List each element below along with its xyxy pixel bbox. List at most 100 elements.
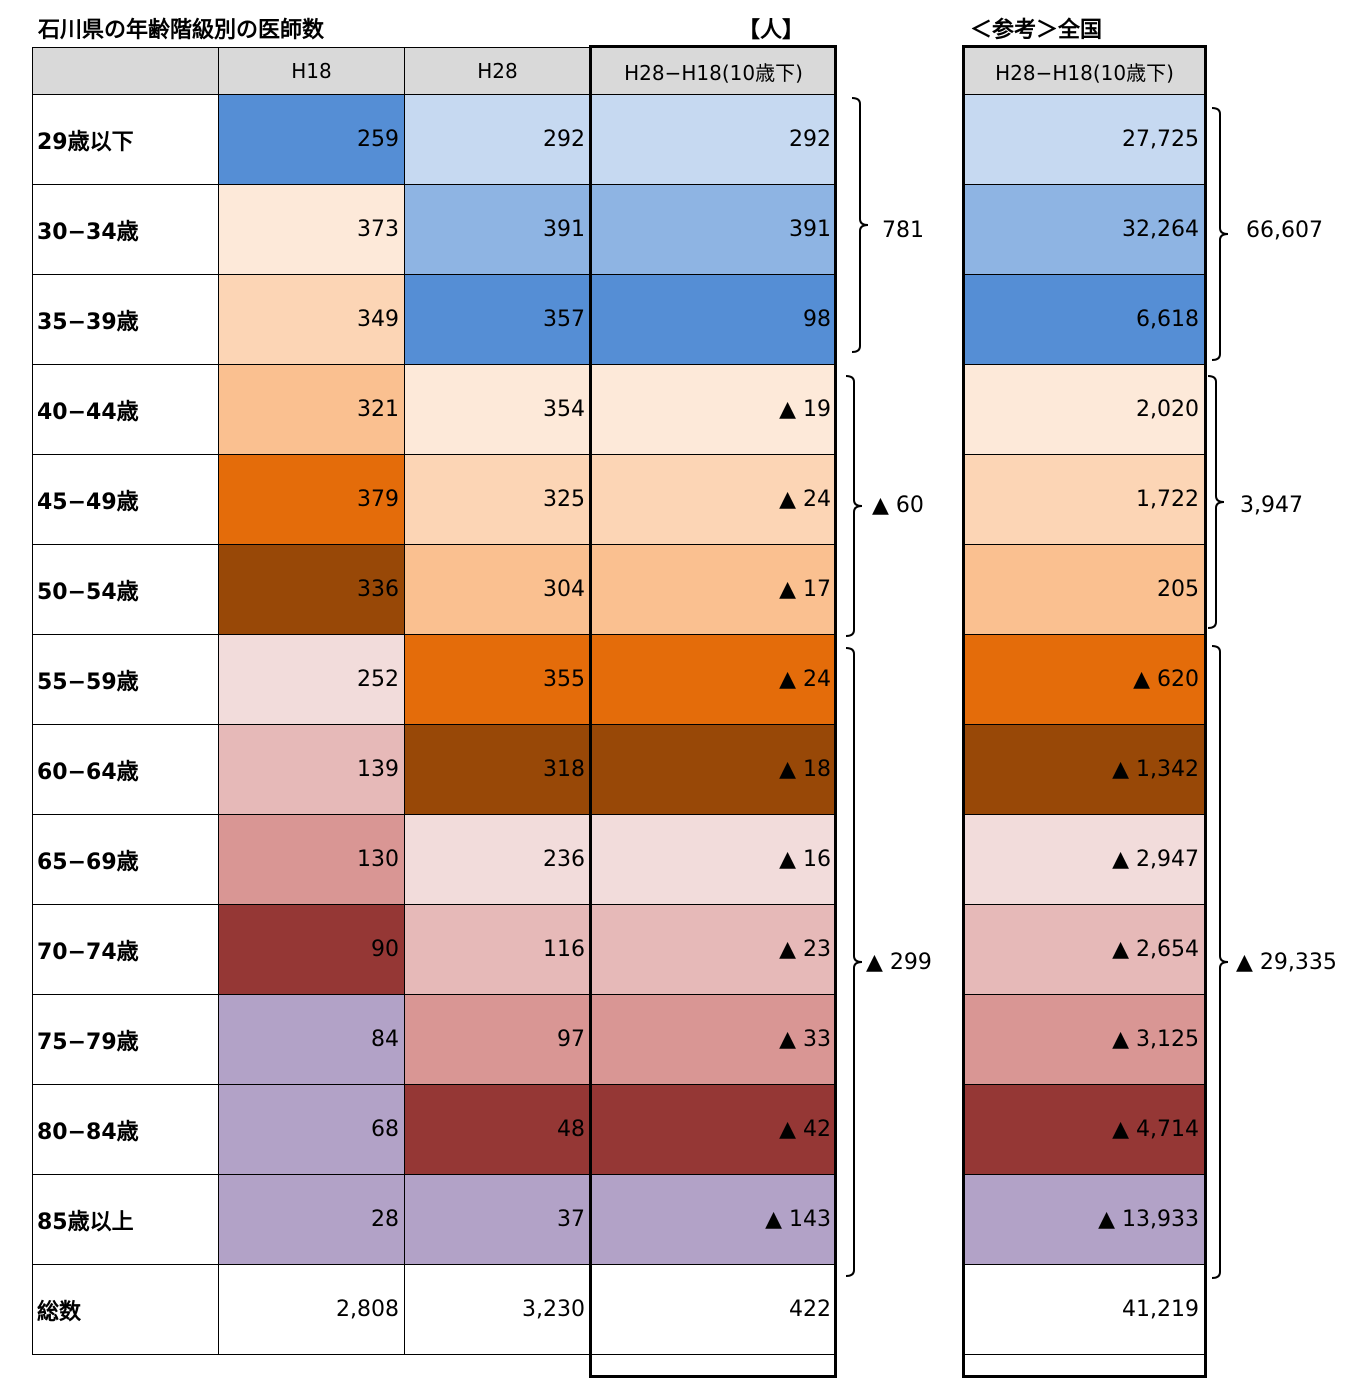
row-label: 総数: [32, 1264, 219, 1355]
header-row: H18 H28 H28−H18(10歳下): [32, 47, 837, 95]
table-row: 27,725: [964, 94, 1205, 185]
row-label: 55−59歳: [32, 634, 219, 725]
cell-national-diff: ▲ 620: [964, 634, 1205, 725]
cell-diff: ▲ 16: [590, 814, 837, 905]
cell-diff: ▲ 42: [590, 1084, 837, 1175]
national-brace-senior: [1211, 645, 1229, 1279]
cell-national-diff: 2,020: [964, 364, 1205, 455]
table-row: ▲ 2,654: [964, 904, 1205, 995]
table-row: 45−49歳 379 325 ▲ 24: [32, 454, 837, 545]
row-label: 40−44歳: [32, 364, 219, 455]
table-row: 50−54歳 336 304 ▲ 17: [32, 544, 837, 635]
table-row: 70−74歳 90 116 ▲ 23: [32, 904, 837, 995]
row-label: 70−74歳: [32, 904, 219, 995]
table-row: 205: [964, 544, 1205, 635]
table-row: ▲ 13,933: [964, 1174, 1205, 1265]
table-row: ▲ 3,125: [964, 994, 1205, 1085]
cell-h18: 28: [218, 1174, 405, 1265]
cell-h18: 90: [218, 904, 405, 995]
cell-diff: 98: [590, 274, 837, 365]
national-group-total-senior: ▲ 29,335: [1236, 950, 1337, 975]
cell-national-diff: ▲ 2,654: [964, 904, 1205, 995]
cell-h28: 48: [404, 1084, 591, 1175]
table-row: 85歳以上 28 37 ▲ 143: [32, 1174, 837, 1265]
national-brace-middle: [1207, 375, 1225, 629]
cell-diff: ▲ 143: [590, 1174, 837, 1265]
cell-h18: 336: [218, 544, 405, 635]
cell-h18: 139: [218, 724, 405, 815]
cell-h28: 318: [404, 724, 591, 815]
ishikawa-table: H18 H28 H28−H18(10歳下) 29歳以下 259 292 292 30−3…: [32, 47, 837, 1355]
cell-h18: 321: [218, 364, 405, 455]
cell-national-diff: 205: [964, 544, 1205, 635]
cell-national-diff: 32,264: [964, 184, 1205, 275]
group-total-young: 781: [882, 218, 924, 243]
brace-young: [851, 97, 869, 353]
group-total-middle: ▲ 60: [872, 493, 924, 518]
table-row: 29歳以下 259 292 292: [32, 94, 837, 185]
cell-h18: 373: [218, 184, 405, 275]
table-row: ▲ 620: [964, 634, 1205, 725]
reference-title: ＜参考＞全国: [970, 18, 1103, 43]
cell-h28: 355: [404, 634, 591, 725]
table-row: ▲ 2,947: [964, 814, 1205, 905]
cell-diff: ▲ 33: [590, 994, 837, 1085]
row-label: 80−84歳: [32, 1084, 219, 1175]
cell-h18: 68: [218, 1084, 405, 1175]
row-label: 45−49歳: [32, 454, 219, 545]
table-row: 80−84歳 68 48 ▲ 42: [32, 1084, 837, 1175]
table-row: 60−64歳 139 318 ▲ 18: [32, 724, 837, 815]
table-row: 35−39歳 349 357 98: [32, 274, 837, 365]
table-row: 1,722: [964, 454, 1205, 545]
national-group-total-middle: 3,947: [1240, 493, 1303, 518]
table-row: 75−79歳 84 97 ▲ 33: [32, 994, 837, 1085]
row-label: 35−39歳: [32, 274, 219, 365]
table-row: ▲ 1,342: [964, 724, 1205, 815]
row-label: 50−54歳: [32, 544, 219, 635]
table-row: 2,020: [964, 364, 1205, 455]
national-table: H28−H18(10歳下) 27,725 32,264 6,618 2,020 1,72…: [964, 47, 1205, 1355]
cell-h28: 325: [404, 454, 591, 545]
cell-national-diff: 27,725: [964, 94, 1205, 185]
brace-middle: [845, 375, 863, 637]
row-label: 85歳以上: [32, 1174, 219, 1265]
table-row: 32,264: [964, 184, 1205, 275]
cell-h18: 130: [218, 814, 405, 905]
table-row: 55−59歳 252 355 ▲ 24: [32, 634, 837, 725]
row-label: 60−64歳: [32, 724, 219, 815]
cell-h28: 3,230: [404, 1264, 591, 1355]
cell-diff: ▲ 24: [590, 634, 837, 725]
cell-h28: 357: [404, 274, 591, 365]
brace-senior: [845, 647, 863, 1277]
cell-h18: 379: [218, 454, 405, 545]
cell-diff: ▲ 17: [590, 544, 837, 635]
group-total-senior: ▲ 299: [866, 950, 932, 975]
cell-national-diff: 41,219: [964, 1264, 1205, 1355]
table-row: ▲ 4,714: [964, 1084, 1205, 1175]
cell-h18: 259: [218, 94, 405, 185]
cell-h28: 37: [404, 1174, 591, 1265]
table-title: 石川県の年齢階級別の医師数: [38, 18, 325, 43]
cell-national-diff: ▲ 13,933: [964, 1174, 1205, 1265]
table-row: 41,219: [964, 1264, 1205, 1355]
cell-diff: 422: [590, 1264, 837, 1355]
cell-h28: 97: [404, 994, 591, 1085]
cell-h18: 349: [218, 274, 405, 365]
cell-national-diff: 1,722: [964, 454, 1205, 545]
row-label: 29歳以下: [32, 94, 219, 185]
cell-diff: ▲ 23: [590, 904, 837, 995]
cell-h18: 252: [218, 634, 405, 725]
row-label: 75−79歳: [32, 994, 219, 1085]
cell-national-diff: ▲ 2,947: [964, 814, 1205, 905]
cell-h28: 116: [404, 904, 591, 995]
cell-diff: ▲ 18: [590, 724, 837, 815]
cell-h18: 2,808: [218, 1264, 405, 1355]
cell-h28: 304: [404, 544, 591, 635]
row-label: 30−34歳: [32, 184, 219, 275]
cell-national-diff: ▲ 4,714: [964, 1084, 1205, 1175]
cell-diff: ▲ 19: [590, 364, 837, 455]
cell-h18: 84: [218, 994, 405, 1085]
national-group-total-young: 66,607: [1246, 218, 1323, 243]
table-row: 40−44歳 321 354 ▲ 19: [32, 364, 837, 455]
